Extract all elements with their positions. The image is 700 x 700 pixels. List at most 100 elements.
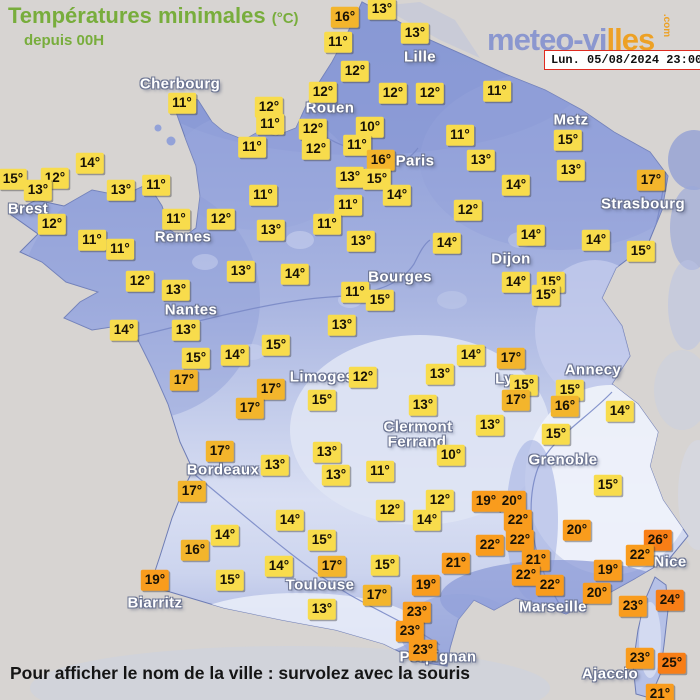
temp-badge[interactable]: 14° (210, 524, 240, 546)
temp-badge[interactable]: 12° (425, 489, 455, 511)
temp-badge[interactable]: 15° (370, 554, 400, 576)
temp-badge[interactable]: 17° (256, 378, 286, 400)
temp-badge[interactable]: 17° (362, 584, 392, 606)
temp-badge[interactable]: 13° (161, 279, 191, 301)
temp-badge[interactable]: 14° (501, 174, 531, 196)
temp-badge[interactable]: 15° (593, 474, 623, 496)
temp-badge[interactable]: 12° (125, 270, 155, 292)
temp-badge[interactable]: 12° (254, 96, 284, 118)
temp-badge[interactable]: 13° (367, 0, 397, 20)
temp-badge[interactable]: 14° (382, 184, 412, 206)
temp-badge[interactable]: 14° (432, 232, 462, 254)
temp-badge[interactable]: 13° (425, 363, 455, 385)
temp-badge[interactable]: 15° (307, 529, 337, 551)
temp-badge[interactable]: 21° (645, 683, 675, 700)
temp-badge[interactable]: 14° (280, 263, 310, 285)
temp-badge[interactable]: 13° (171, 319, 201, 341)
temp-badge[interactable]: 11° (313, 213, 341, 235)
temp-badge[interactable]: 14° (456, 344, 486, 366)
temp-badge[interactable]: 13° (260, 454, 290, 476)
temp-badge[interactable]: 19° (593, 559, 623, 581)
temp-badge[interactable]: 12° (453, 199, 483, 221)
temp-badge[interactable]: 13° (346, 230, 376, 252)
temp-badge[interactable]: 23° (625, 647, 655, 669)
temp-badge[interactable]: 16° (366, 149, 396, 171)
temp-badge[interactable]: 13° (321, 464, 351, 486)
temp-badge[interactable]: 11° (366, 460, 394, 482)
temp-badge[interactable]: 17° (496, 347, 526, 369)
temp-badge[interactable]: 12° (206, 208, 236, 230)
temp-badge[interactable]: 14° (109, 319, 139, 341)
temp-badge[interactable]: 14° (75, 152, 105, 174)
temp-badge[interactable]: 22° (475, 534, 505, 556)
temp-badge[interactable]: 14° (501, 271, 531, 293)
temp-badge[interactable]: 25° (657, 652, 687, 674)
temp-badge[interactable]: 14° (275, 509, 305, 531)
temp-badge[interactable]: 19° (411, 574, 441, 596)
temp-badge[interactable]: 14° (516, 224, 546, 246)
temp-badge[interactable]: 11° (106, 238, 134, 260)
temp-badge[interactable]: 20° (497, 490, 527, 512)
temp-badge[interactable]: 15° (261, 334, 291, 356)
temp-badge[interactable]: 15° (181, 347, 211, 369)
temp-badge[interactable]: 10° (355, 116, 385, 138)
temp-badge[interactable]: 13° (335, 166, 365, 188)
temp-badge[interactable]: 22° (503, 509, 533, 531)
temp-badge[interactable]: 14° (581, 229, 611, 251)
temp-badge[interactable]: 13° (312, 441, 342, 463)
temp-badge[interactable]: 11° (78, 229, 106, 251)
temp-badge[interactable]: 23° (402, 601, 432, 623)
temp-badge[interactable]: 22° (511, 564, 541, 586)
temp-badge[interactable]: 12° (415, 82, 445, 104)
temp-badge[interactable]: 12° (348, 366, 378, 388)
temp-badge[interactable]: 14° (264, 555, 294, 577)
temp-badge[interactable]: 12° (301, 138, 331, 160)
temp-badge[interactable]: 23° (395, 620, 425, 642)
temp-badge[interactable]: 13° (256, 219, 286, 241)
temp-badge[interactable]: 11° (238, 136, 266, 158)
temp-badge[interactable]: 11° (256, 113, 284, 135)
temp-badge[interactable]: 11° (162, 208, 190, 230)
temp-badge[interactable]: 21° (441, 552, 471, 574)
temp-badge[interactable]: 13° (475, 414, 505, 436)
temp-badge[interactable]: 11° (142, 174, 170, 196)
temp-badge[interactable]: 16° (550, 395, 580, 417)
temp-badge[interactable]: 14° (412, 509, 442, 531)
temp-badge[interactable]: 11° (446, 124, 474, 146)
temp-badge[interactable]: 17° (317, 555, 347, 577)
temp-badge[interactable]: 13° (23, 179, 53, 201)
temp-badge[interactable]: 17° (235, 397, 265, 419)
temp-badge[interactable]: 11° (343, 134, 371, 156)
temp-badge[interactable]: 13° (408, 394, 438, 416)
temp-badge[interactable]: 15° (307, 389, 337, 411)
temp-badge[interactable]: 23° (408, 639, 438, 661)
temp-badge[interactable]: 22° (505, 529, 535, 551)
temp-badge[interactable]: 13° (226, 260, 256, 282)
temp-badge[interactable]: 23° (618, 595, 648, 617)
temp-badge[interactable]: 12° (375, 499, 405, 521)
temp-badge[interactable]: 22° (625, 544, 655, 566)
temp-badge[interactable]: 19° (140, 569, 170, 591)
temp-badge[interactable]: 17° (636, 169, 666, 191)
temp-badge[interactable]: 13° (556, 159, 586, 181)
temp-badge[interactable]: 15° (0, 168, 28, 190)
temp-badge[interactable]: 13° (106, 179, 136, 201)
temp-badge[interactable]: 17° (177, 480, 207, 502)
temp-badge[interactable]: 13° (466, 149, 496, 171)
temp-badge[interactable]: 15° (365, 289, 395, 311)
temp-badge[interactable]: 10° (436, 444, 466, 466)
temp-badge[interactable]: 12° (340, 60, 370, 82)
temp-badge[interactable]: 15° (553, 129, 583, 151)
temp-badge[interactable]: 17° (205, 440, 235, 462)
temp-badge[interactable]: 17° (169, 369, 199, 391)
temp-badge[interactable]: 24° (655, 589, 685, 611)
temp-badge[interactable]: 15° (362, 168, 392, 190)
temp-badge[interactable]: 14° (220, 344, 250, 366)
temp-badge[interactable]: 14° (605, 400, 635, 422)
temp-badge[interactable]: 16° (180, 539, 210, 561)
temp-badge[interactable]: 13° (327, 314, 357, 336)
temp-badge[interactable]: 11° (483, 80, 511, 102)
temp-badge[interactable]: 13° (307, 598, 337, 620)
temp-badge[interactable]: 15° (215, 569, 245, 591)
temp-badge[interactable]: 20° (582, 582, 612, 604)
